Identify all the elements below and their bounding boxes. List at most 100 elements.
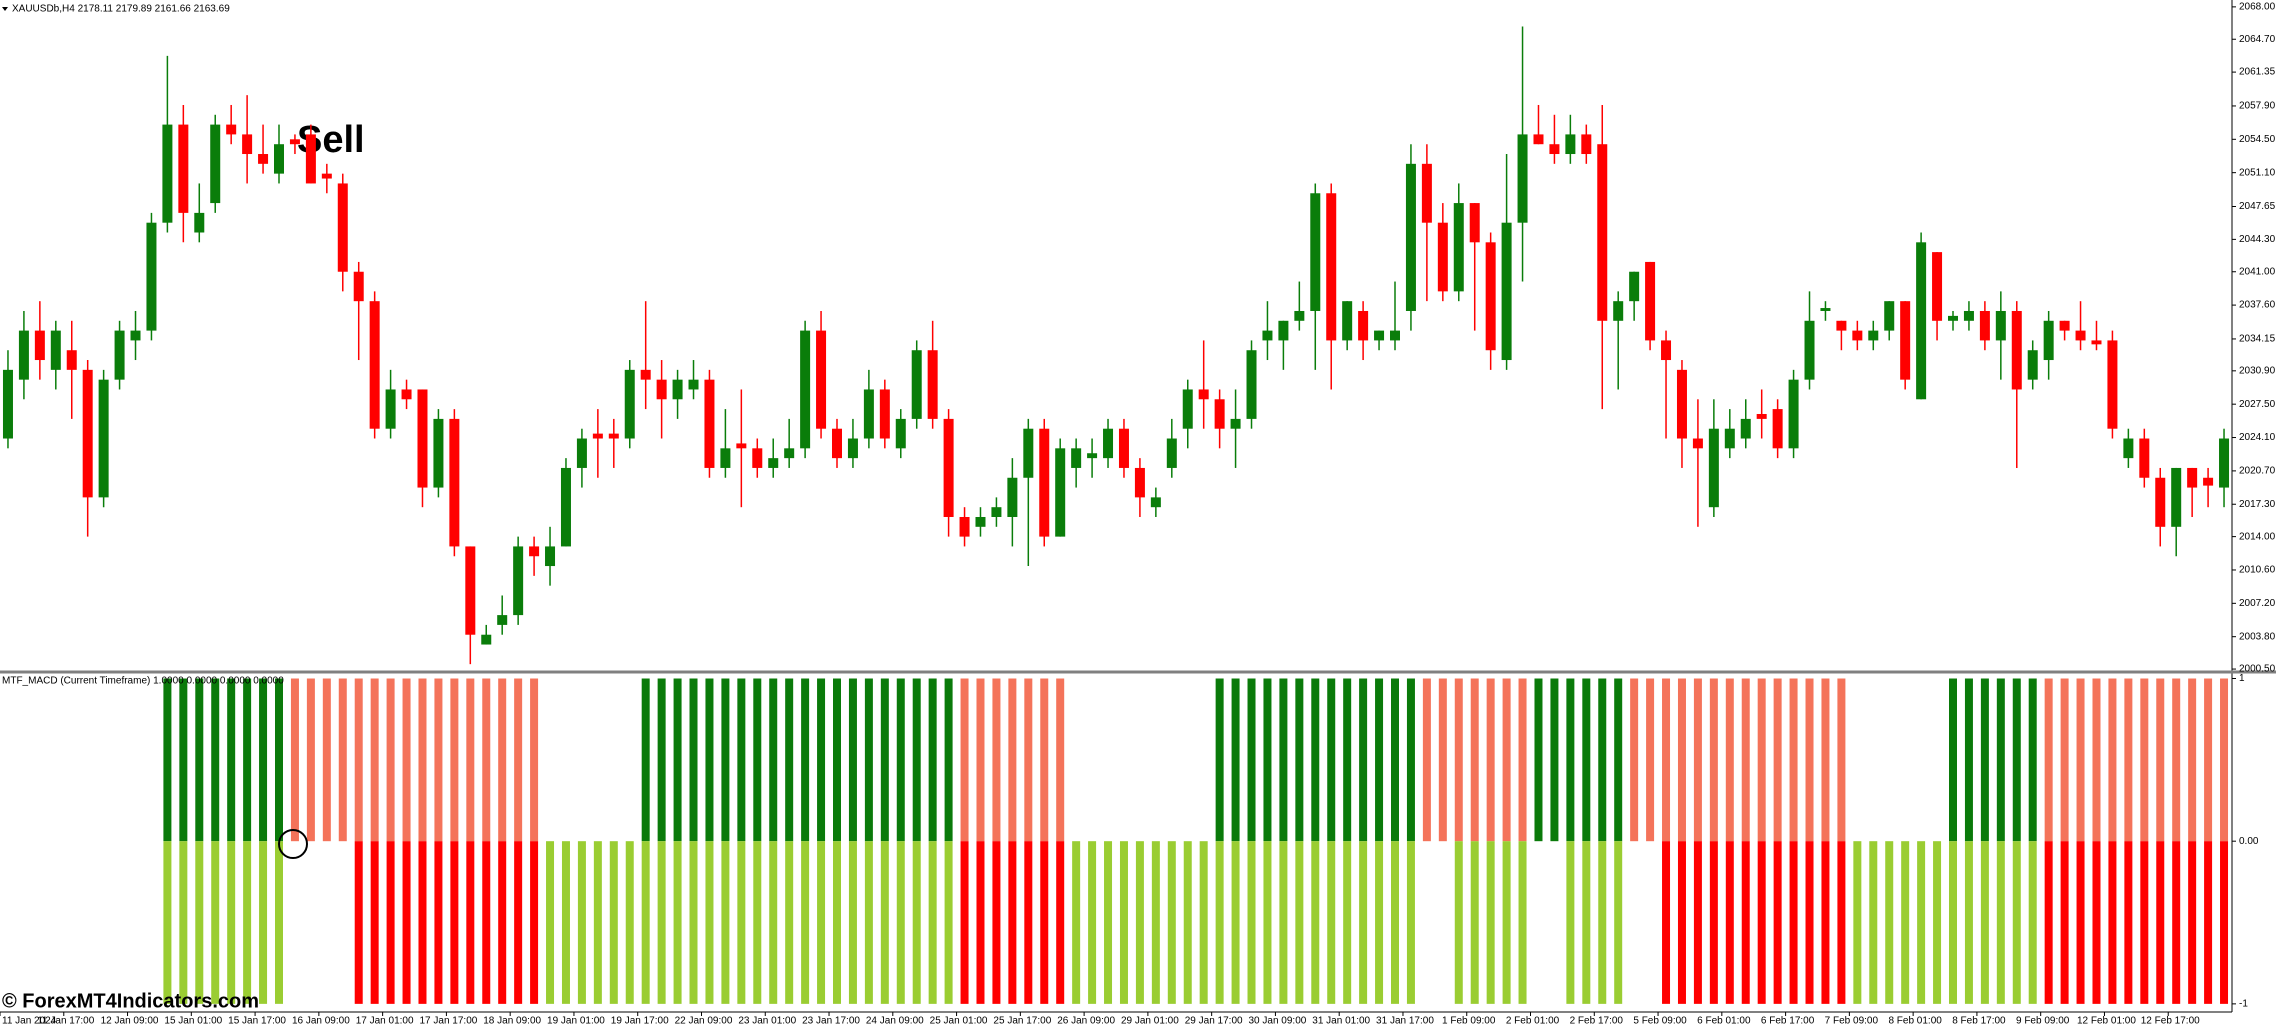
histogram-bar: [785, 841, 794, 1004]
candle-body: [2075, 330, 2086, 341]
histogram-bar: [944, 678, 953, 842]
histogram-bar: [2124, 678, 2133, 842]
x-tick-label: 8 Feb 17:00: [1952, 1016, 2006, 1027]
histogram-bar: [2060, 841, 2069, 1004]
histogram-bar: [801, 841, 810, 1004]
histogram-bar: [705, 841, 714, 1004]
candle-body: [2203, 477, 2214, 486]
histogram-bar: [259, 841, 268, 1004]
menu-icon[interactable]: [2, 7, 8, 11]
histogram-bar: [1773, 678, 1782, 842]
histogram-bar: [354, 678, 363, 842]
candle-body: [2091, 340, 2102, 345]
candle-body: [2027, 350, 2038, 380]
candle-body: [1549, 144, 1560, 155]
histogram-bar: [753, 678, 762, 842]
candle-body: [1150, 497, 1161, 508]
histogram-bar: [1040, 678, 1049, 842]
candle-body: [1118, 428, 1129, 468]
histogram-bar: [530, 841, 539, 1004]
histogram-bar: [705, 678, 714, 842]
histogram-bar: [785, 678, 794, 842]
candle-body: [656, 379, 667, 400]
indicator-title: MTF_MACD (Current Timeframe) 1.0000 0.00…: [2, 676, 284, 687]
x-tick-label: 12 Feb 01:00: [2077, 1016, 2136, 1027]
histogram-bar: [1438, 678, 1447, 842]
x-tick-label: 15 Jan 17:00: [228, 1016, 286, 1027]
histogram-bar: [1486, 678, 1495, 842]
x-tick-label: 2 Feb 01:00: [1506, 1016, 1560, 1027]
histogram-bar: [833, 678, 841, 842]
histogram-bar: [1486, 841, 1495, 1004]
candle-body: [1932, 252, 1943, 321]
histogram-bar: [1901, 841, 1910, 1004]
x-tick-label: 7 Feb 09:00: [1825, 1016, 1879, 1027]
histogram-bar: [1311, 841, 1320, 1004]
histogram-bar: [1853, 841, 1862, 1004]
histogram-bar: [960, 678, 969, 842]
y-tick-label: 2044.30: [2239, 234, 2276, 245]
histogram-bar: [928, 678, 937, 842]
histogram-bar: [1582, 678, 1591, 842]
candle-body: [1342, 301, 1353, 341]
histogram-bar: [689, 678, 698, 842]
histogram-bar: [211, 678, 220, 842]
histogram-bar: [2108, 841, 2117, 1004]
histogram-bar: [721, 841, 730, 1004]
histogram-bar: [1167, 841, 1176, 1004]
histogram-bar: [2044, 841, 2053, 1004]
candle-body: [1645, 261, 1656, 341]
x-tick-label: 9 Feb 09:00: [2016, 1016, 2070, 1027]
histogram-bar: [243, 678, 252, 842]
histogram-bar: [418, 678, 427, 842]
histogram-bar: [896, 678, 905, 842]
candle-body: [816, 330, 827, 429]
histogram-bar: [864, 841, 873, 1004]
histogram-bar: [721, 678, 730, 842]
candle-body: [513, 546, 524, 616]
histogram-bar: [1709, 678, 1718, 842]
histogram-bar: [1406, 841, 1415, 1004]
histogram-bar: [434, 678, 443, 842]
y-tick-label: 2007.20: [2239, 598, 2276, 609]
histogram-bar: [848, 678, 857, 842]
candle-body: [465, 546, 476, 635]
histogram-bar: [1231, 678, 1240, 842]
histogram-bar: [1741, 841, 1750, 1004]
histogram-bar: [689, 841, 698, 1004]
histogram-bar: [912, 841, 921, 1004]
histogram-bar: [944, 841, 953, 1004]
candle-body: [194, 212, 205, 233]
y-tick-label: 2024.10: [2239, 432, 2276, 443]
histogram-bar: [514, 841, 523, 1004]
candle-body: [1900, 301, 1911, 380]
histogram-bar: [833, 841, 841, 1004]
histogram-bar: [2012, 841, 2021, 1004]
candle-body: [1804, 320, 1815, 380]
candle-body: [2059, 320, 2070, 331]
candle-body: [1198, 389, 1209, 400]
y-tick-label: 1: [2239, 673, 2245, 684]
candle-body: [1963, 310, 1974, 321]
candle-body: [1103, 428, 1114, 459]
candle-body: [66, 350, 77, 370]
histogram-bar: [211, 841, 220, 1004]
candle-body: [274, 144, 284, 174]
candle-body: [1661, 340, 1672, 361]
candle-body: [34, 330, 45, 361]
x-tick-label: 18 Jan 09:00: [483, 1016, 541, 1027]
histogram-bar: [163, 841, 172, 1004]
histogram-bar: [1933, 841, 1942, 1004]
candle-body: [1868, 330, 1879, 341]
histogram-bar: [976, 841, 985, 1004]
histogram-bar: [801, 678, 810, 842]
x-tick-label: 24 Jan 09:00: [866, 1016, 924, 1027]
histogram-bar: [1024, 678, 1033, 842]
histogram-bar: [2172, 678, 2181, 842]
histogram-bar: [243, 841, 252, 1004]
histogram-bar: [1502, 678, 1511, 842]
candle-body: [337, 183, 348, 272]
candle-body: [50, 330, 61, 370]
histogram-bar: [466, 678, 475, 842]
candle-body: [417, 389, 428, 488]
